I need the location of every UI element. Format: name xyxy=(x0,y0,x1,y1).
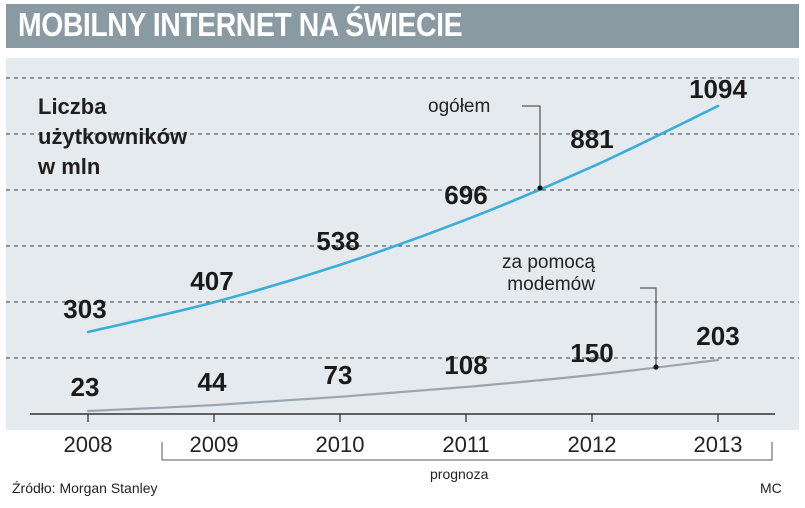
data-label-modem: 150 xyxy=(570,338,613,368)
chart-title: MOBILNY INTERNET NA ŚWIECIE xyxy=(18,6,463,43)
leader-total xyxy=(522,105,541,188)
y-axis-label-line-3: w mln xyxy=(38,154,101,179)
x-tick-label: 2008 xyxy=(64,432,113,457)
leader-dot-modem xyxy=(653,364,659,370)
data-label-total: 1094 xyxy=(689,74,747,104)
y-axis-label-line-2: użytkowników xyxy=(38,124,188,149)
data-label-modem: 73 xyxy=(324,360,353,390)
data-label-total: 303 xyxy=(63,294,106,324)
source-note: Źródło: Morgan Stanley xyxy=(12,480,158,496)
forecast-label: prognoza xyxy=(430,466,489,482)
x-tick-label: 2012 xyxy=(568,432,617,457)
x-tick-label: 2010 xyxy=(316,432,365,457)
credit: MC xyxy=(760,480,782,496)
data-label-total: 538 xyxy=(316,226,359,256)
annotation-modem-line-2: modemów xyxy=(507,274,595,295)
data-label-modem: 108 xyxy=(444,350,487,380)
leader-dot-total xyxy=(537,185,543,191)
data-label-modem: 23 xyxy=(71,372,100,402)
title-bar: MOBILNY INTERNET NA ŚWIECIE xyxy=(6,4,799,48)
annotation-modem: za pomocą modemów xyxy=(502,252,595,296)
series-line-total xyxy=(86,104,720,334)
y-axis-label: Liczba użytkowników w mln xyxy=(38,92,187,182)
leader-modem xyxy=(640,287,657,367)
data-label-modem: 203 xyxy=(696,321,739,351)
data-label-total: 407 xyxy=(190,266,233,296)
forecast-bracket xyxy=(161,442,773,461)
x-tick-label: 2011 xyxy=(442,432,489,457)
data-label-total: 696 xyxy=(444,180,487,210)
y-axis-label-line-1: Liczba xyxy=(38,94,107,119)
data-label-total: 881 xyxy=(570,124,613,154)
x-tick-label: 2013 xyxy=(694,432,743,457)
x-tick-label: 2009 xyxy=(190,432,239,457)
annotation-modem-line-1: za pomocą xyxy=(502,252,595,273)
annotation-total: ogółem xyxy=(428,96,491,117)
series-line-modem xyxy=(86,358,720,413)
data-label-modem: 44 xyxy=(198,367,227,397)
